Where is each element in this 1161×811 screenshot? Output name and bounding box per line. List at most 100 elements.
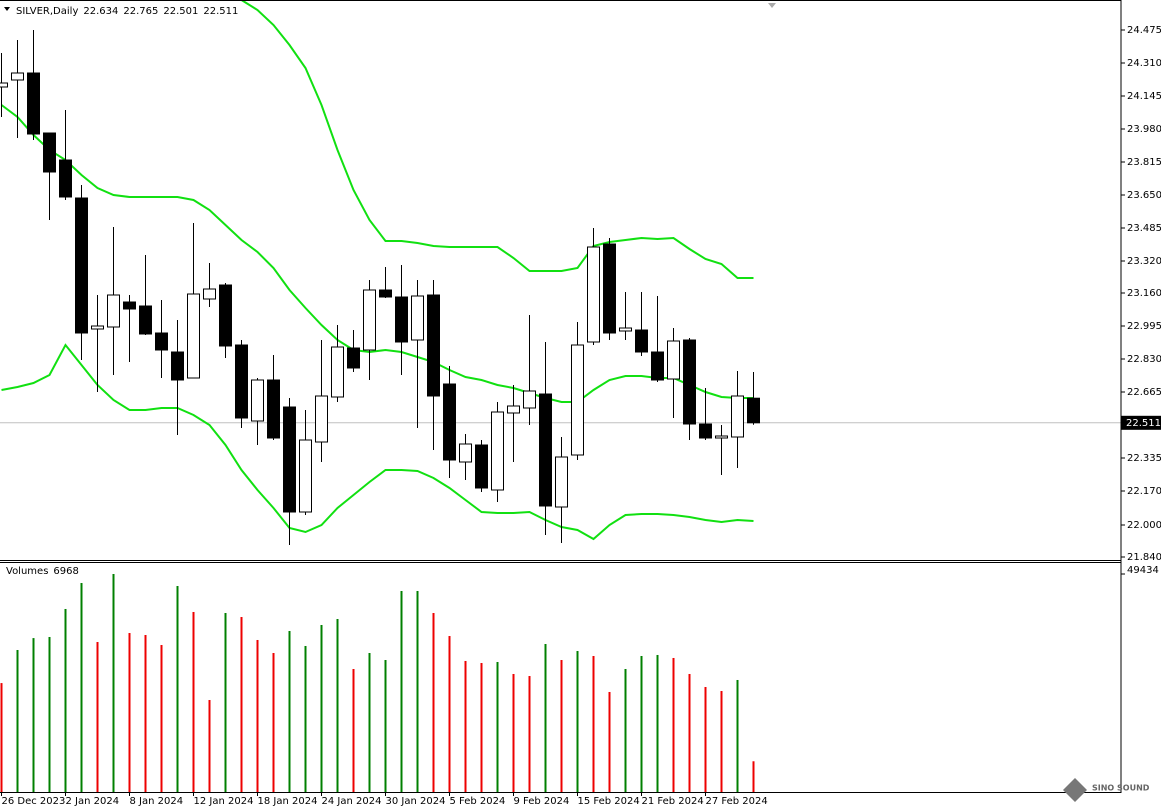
volume-bar xyxy=(272,652,275,792)
candle-body xyxy=(731,395,744,438)
x-tick-label: 18 Jan 2024 xyxy=(258,796,318,807)
header-high: 22.765 xyxy=(123,6,158,17)
candle-body xyxy=(699,423,712,439)
band-middle xyxy=(0,104,754,403)
candle-body xyxy=(603,243,616,334)
x-tick-label: 27 Feb 2024 xyxy=(706,796,768,807)
candle-body xyxy=(363,289,376,351)
symbol: SILVER,Daily xyxy=(16,6,78,17)
current-price-box xyxy=(1121,415,1161,430)
volume-bar xyxy=(736,679,739,792)
x-tick-label: 2 Jan 2024 xyxy=(66,796,120,807)
candle-body xyxy=(395,296,408,343)
volume-bar xyxy=(240,617,243,792)
header-open: 22.634 xyxy=(83,6,118,17)
watermark: SINO SOUND xyxy=(1092,784,1150,793)
x-tick-label: 26 Dec 2023 xyxy=(2,796,66,807)
band-lower xyxy=(1,343,754,541)
volume-bar xyxy=(96,642,99,792)
candle-body xyxy=(171,351,184,381)
volume-bar xyxy=(144,635,147,792)
candle-body xyxy=(747,397,760,424)
volume-bar xyxy=(544,644,547,792)
candle-body xyxy=(635,329,648,353)
volume-bar xyxy=(112,574,115,792)
candle-body xyxy=(475,444,488,489)
volume-bar xyxy=(288,630,291,792)
logo-shape xyxy=(1063,778,1087,802)
candle-body xyxy=(11,72,24,81)
candle-body xyxy=(411,295,424,341)
x-tick-label: 9 Feb 2024 xyxy=(514,796,570,807)
candle-body xyxy=(651,351,664,381)
y-tick-label: 24.475 xyxy=(1127,25,1161,36)
y-tick-label: 23.980 xyxy=(1127,124,1161,135)
candle-body xyxy=(427,294,440,397)
volume-bar xyxy=(448,636,451,792)
volume-bar xyxy=(432,613,435,792)
y-tick-label: 49434 xyxy=(1127,565,1159,576)
x-tick-label: 5 Feb 2024 xyxy=(450,796,506,807)
candle-body xyxy=(107,294,120,328)
candle-body xyxy=(347,347,360,369)
volume-bar xyxy=(368,652,371,792)
candle-body xyxy=(91,325,104,330)
volume-bar xyxy=(512,673,515,792)
volume-header: Volumes 6968 xyxy=(6,566,79,577)
volume-bar xyxy=(64,608,67,792)
current-price-label: 22.511 xyxy=(1126,418,1161,429)
volume-bar xyxy=(32,638,35,792)
volume-bar xyxy=(224,613,227,792)
volume-bar xyxy=(528,676,531,792)
band-upper xyxy=(239,0,754,279)
y-tick-label: 22.995 xyxy=(1127,321,1161,332)
header-low: 22.501 xyxy=(163,6,198,17)
candle-body xyxy=(443,383,456,461)
candle-body xyxy=(539,393,552,507)
candle-body xyxy=(523,390,536,409)
volume-bar xyxy=(720,691,723,792)
candle-body xyxy=(251,379,264,422)
candle-body xyxy=(331,346,344,398)
volume-bar xyxy=(192,611,195,792)
x-tick-label: 12 Jan 2024 xyxy=(194,796,254,807)
candle-body xyxy=(59,159,72,198)
volume-bar xyxy=(496,661,499,792)
candle-body xyxy=(715,435,728,439)
y-tick-label: 22.000 xyxy=(1127,520,1161,531)
volume-bar xyxy=(160,645,163,792)
y-tick-label: 23.160 xyxy=(1127,288,1161,299)
candle-body xyxy=(43,132,56,173)
volume-bar xyxy=(128,633,131,792)
candle-body xyxy=(155,332,168,351)
x-tick-label: 8 Jan 2024 xyxy=(130,796,184,807)
y-tick-label: 24.145 xyxy=(1127,91,1161,102)
volume-bar xyxy=(320,624,323,792)
volume-bar xyxy=(384,660,387,792)
volume-bar xyxy=(656,654,659,792)
candle-body xyxy=(283,406,296,513)
watermark-logo: SINO SOUND xyxy=(1063,778,1150,802)
candle-body xyxy=(267,379,280,439)
y-tick-label: 23.815 xyxy=(1127,157,1161,168)
volume-bar xyxy=(0,683,3,792)
volume-bar xyxy=(176,586,179,792)
candle-body xyxy=(619,327,632,332)
volume-bar xyxy=(256,639,259,792)
candle-body xyxy=(459,443,472,463)
candle-body xyxy=(491,411,504,491)
candle-body xyxy=(555,456,568,508)
x-tick-label: 30 Jan 2024 xyxy=(386,796,446,807)
volume-bar xyxy=(16,650,19,792)
y-tick-label: 23.485 xyxy=(1127,223,1161,234)
candle-body xyxy=(507,405,520,414)
candle-body xyxy=(139,305,152,335)
candle-body xyxy=(27,72,40,135)
volume-bar xyxy=(336,618,339,792)
volume-bar xyxy=(752,761,755,792)
candle-body xyxy=(683,339,696,425)
candle-body xyxy=(123,301,136,310)
y-tick-label: 24.310 xyxy=(1127,58,1161,69)
